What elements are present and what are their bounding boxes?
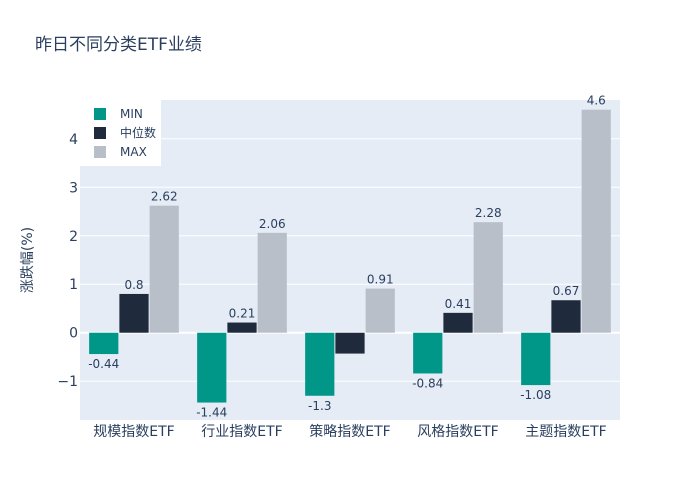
data-label: 0.8 [124,278,143,292]
data-label: 2.62 [151,190,178,204]
bars [89,109,611,403]
data-label: -0.84 [412,376,443,390]
y-ticks: −1 0 1 2 3 4 [57,132,78,390]
legend-swatch [94,108,106,120]
data-label: -1.3 [308,399,331,413]
y-tick-label: 0 [69,326,78,342]
data-label: 0.91 [367,273,394,287]
x-tick-label: 规模指数ETF [93,424,174,440]
y-tick-label: −1 [57,374,78,390]
data-label: 4.6 [587,94,606,108]
legend-swatch [94,127,106,139]
x-tick-label: 风格指数ETF [417,424,498,440]
x-tick-label: 行业指数ETF [201,424,282,440]
bar [335,332,365,354]
data-label: 2.06 [259,217,286,231]
legend-swatch [94,146,106,158]
x-tick-label: 策略指数ETF [309,423,390,440]
y-tick-label: 1 [69,277,78,293]
x-tick-label: 主题指数ETF [525,424,606,440]
legend-label: MAX [120,145,147,159]
bar [443,312,473,333]
data-label: 2.28 [475,206,502,220]
chart-title: 昨日不同分类ETF业绩 [35,35,202,55]
bar [581,109,611,333]
bar [305,332,335,396]
bar [473,222,503,333]
legend-label: MIN [120,107,143,121]
bar [89,332,119,355]
bar [149,205,179,333]
y-tick-label: 2 [69,229,78,245]
data-label: 0.21 [229,307,256,321]
y-tick-label: 3 [69,180,78,196]
bar [119,293,149,333]
data-label: 0.41 [445,297,472,311]
bar [551,300,581,333]
bar [365,288,395,333]
data-label: -1.44 [196,406,227,420]
bar [257,232,287,333]
y-tick-label: 4 [69,132,78,148]
bar [227,322,257,333]
data-labels: -0.44 0.8 2.62 -1.44 0.21 2.06 -1.3 0.91 -0.84 0.… [88,94,606,420]
y-axis-label: 涨跌幅(%) [20,227,36,293]
legend: MIN 中位数 MAX [80,100,161,166]
x-ticks: 规模指数ETF 行业指数ETF 策略指数ETF 风格指数ETF 主题指数ETF [93,423,606,440]
legend-box [80,100,161,166]
bar [197,332,227,403]
data-label: 0.67 [553,284,580,298]
bar [521,332,551,386]
data-label: -0.44 [88,357,119,371]
legend-label: 中位数 [120,125,156,140]
data-label: -1.08 [520,388,551,402]
bar [413,332,443,374]
